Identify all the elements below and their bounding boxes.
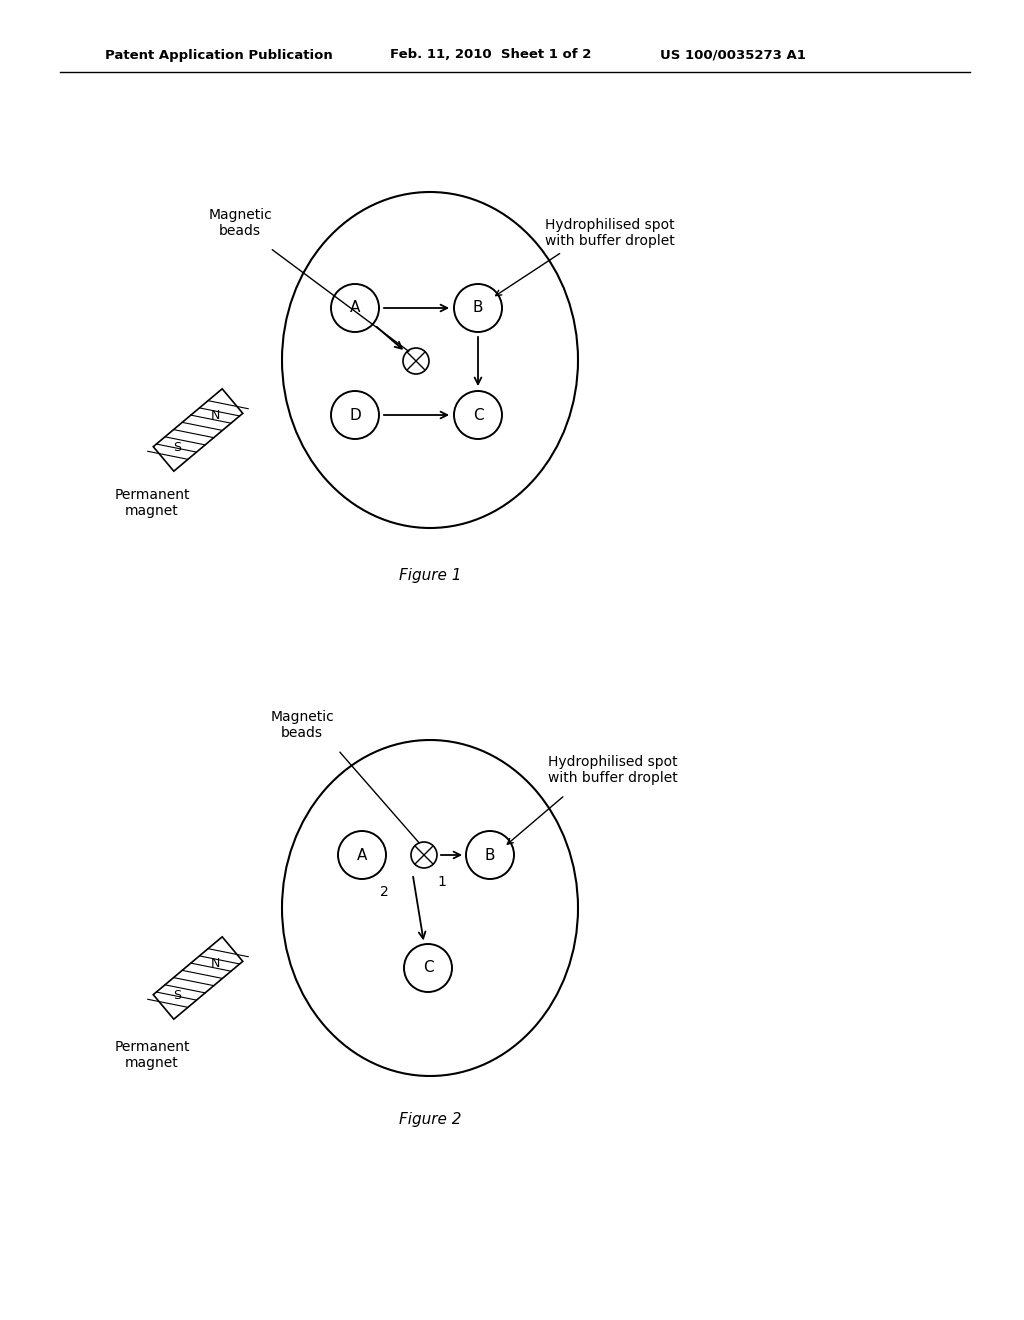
Circle shape	[403, 348, 429, 374]
Text: Figure 2: Figure 2	[398, 1111, 461, 1127]
Text: D: D	[349, 408, 360, 422]
Text: N: N	[211, 409, 220, 422]
Circle shape	[338, 832, 386, 879]
Text: Patent Application Publication: Patent Application Publication	[105, 49, 333, 62]
Text: A: A	[356, 847, 368, 862]
Ellipse shape	[282, 191, 578, 528]
Text: Permanent
magnet: Permanent magnet	[115, 488, 189, 519]
Text: B: B	[473, 301, 483, 315]
Circle shape	[411, 842, 437, 869]
Text: Feb. 11, 2010  Sheet 1 of 2: Feb. 11, 2010 Sheet 1 of 2	[390, 49, 592, 62]
Text: Hydrophilised spot
with buffer droplet: Hydrophilised spot with buffer droplet	[545, 218, 675, 248]
Text: 1: 1	[437, 875, 446, 888]
Circle shape	[404, 944, 452, 993]
Ellipse shape	[282, 741, 578, 1076]
Circle shape	[454, 284, 502, 333]
Text: S: S	[173, 441, 181, 454]
Circle shape	[331, 391, 379, 440]
Text: N: N	[211, 957, 220, 970]
Text: S: S	[173, 989, 181, 1002]
Text: Figure 1: Figure 1	[398, 568, 461, 583]
Text: Magnetic
beads: Magnetic beads	[270, 710, 334, 741]
Circle shape	[454, 391, 502, 440]
Text: C: C	[423, 961, 433, 975]
Text: Hydrophilised spot
with buffer droplet: Hydrophilised spot with buffer droplet	[548, 755, 678, 785]
Text: US 100/0035273 A1: US 100/0035273 A1	[660, 49, 806, 62]
Text: Magnetic
beads: Magnetic beads	[208, 209, 272, 238]
Text: Permanent
magnet: Permanent magnet	[115, 1040, 189, 1071]
Text: C: C	[473, 408, 483, 422]
Polygon shape	[154, 937, 243, 1019]
Circle shape	[466, 832, 514, 879]
Text: A: A	[350, 301, 360, 315]
Text: B: B	[484, 847, 496, 862]
Circle shape	[331, 284, 379, 333]
Polygon shape	[154, 389, 243, 471]
Text: 2: 2	[380, 884, 388, 899]
